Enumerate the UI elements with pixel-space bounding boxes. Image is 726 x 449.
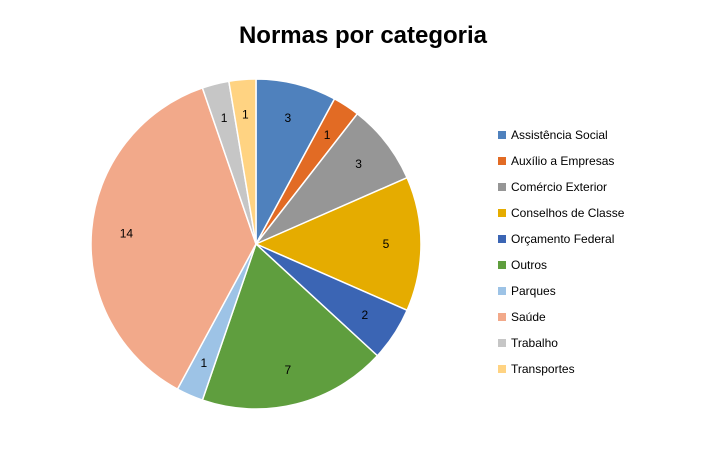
legend-item-auxilio-a-empresas: Auxílio a Empresas — [498, 148, 624, 174]
legend-swatch — [498, 339, 506, 347]
pie-slice-conselhos-de-classe — [254, 176, 422, 312]
legend-label: Parques — [511, 284, 556, 298]
legend-item-comercio-exterior: Comércio Exterior — [498, 174, 624, 200]
legend-item-outros: Outros — [498, 252, 624, 278]
legend-swatch — [498, 261, 506, 269]
legend-swatch — [498, 313, 506, 321]
legend-swatch — [498, 365, 506, 373]
data-label-auxilio-a-empresas: 1 — [324, 128, 331, 142]
legend-label: Transportes — [511, 362, 575, 376]
legend-item-trabalho: Trabalho — [498, 330, 624, 356]
legend-swatch — [498, 287, 506, 295]
legend-label: Trabalho — [511, 336, 558, 350]
legend-label: Saúde — [511, 310, 546, 324]
legend-item-parques: Parques — [498, 278, 624, 304]
legend-label: Outros — [511, 258, 548, 272]
data-label-saude: 14 — [120, 226, 134, 240]
legend-label: Auxílio a Empresas — [511, 154, 615, 168]
legend-label: Comércio Exterior — [511, 180, 608, 194]
data-label-trabalho: 1 — [221, 111, 228, 125]
pie-slice-saude — [90, 86, 257, 391]
data-label-conselhos-de-classe: 5 — [383, 237, 390, 251]
legend-item-saude: Saúde — [498, 304, 624, 330]
legend-swatch — [498, 235, 506, 243]
legend-swatch — [498, 209, 506, 217]
legend-item-assistencia-social: Assistência Social — [498, 122, 624, 148]
data-label-parques: 1 — [200, 356, 207, 370]
legend-item-orcamento-federal: Orçamento Federal — [498, 226, 624, 252]
chart-title: Normas por categoria — [238, 22, 488, 49]
legend-swatch — [498, 183, 506, 191]
pie-slice-transportes — [227, 78, 257, 245]
data-label-assistencia-social: 3 — [285, 111, 292, 125]
legend-item-transportes: Transportes — [498, 356, 624, 382]
data-label-transportes: 1 — [242, 107, 249, 121]
pie-slice-outros — [201, 242, 379, 410]
data-label-comercio-exterior: 3 — [355, 157, 362, 171]
legend-label: Conselhos de Classe — [511, 206, 625, 220]
legend-swatch — [498, 157, 506, 165]
data-label-orcamento-federal: 2 — [361, 308, 368, 322]
legend-swatch — [498, 131, 506, 139]
legend-item-conselhos-de-classe: Conselhos de Classe — [498, 200, 624, 226]
legend: Assistência Social Auxílio a Empresas Comé… — [498, 122, 624, 382]
legend-label: Orçamento Federal — [511, 232, 615, 246]
legend-label: Assistência Social — [511, 128, 608, 142]
data-label-outros: 7 — [285, 363, 292, 377]
